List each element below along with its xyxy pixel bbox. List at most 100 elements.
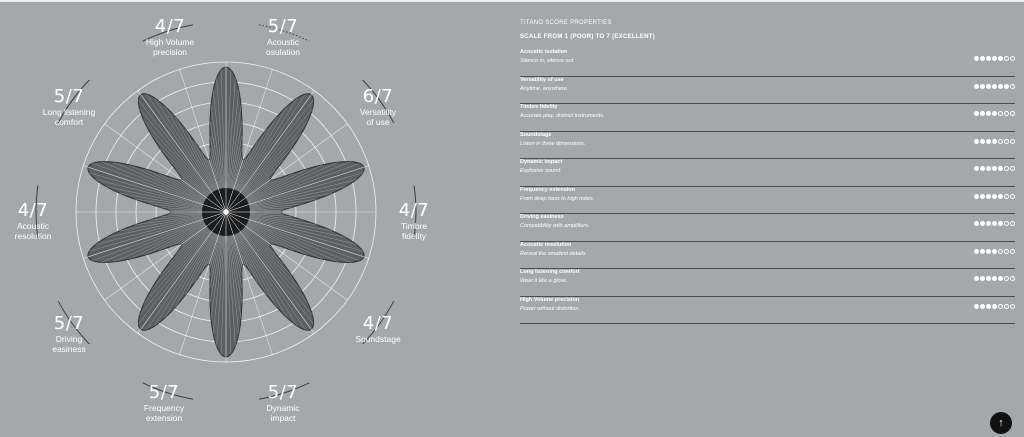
shape-hatch — [243, 147, 293, 196]
shape-hatch — [234, 234, 246, 267]
rating-dot-empty — [1004, 166, 1009, 171]
properties-list: Acoustic isolation Silence in, silence o… — [520, 49, 1015, 324]
shape-hatch — [148, 214, 203, 221]
shape-hatch — [148, 203, 203, 210]
shape-hatch — [236, 233, 267, 295]
property-title: Acoustic isolation — [520, 49, 568, 55]
shape-hatch — [101, 220, 204, 263]
shape-hatch — [243, 159, 284, 197]
center-spoke — [206, 197, 227, 213]
score-name: Acoustic resolution — [14, 220, 52, 241]
shape-hatch — [209, 136, 222, 189]
rating-dot-filled — [992, 193, 997, 199]
rating-dot-empty — [1010, 56, 1015, 61]
score-value: 4/7 — [17, 200, 49, 221]
outer-arc — [35, 185, 39, 239]
property-title: High Volume precision — [520, 296, 580, 303]
rating-dot-filled — [974, 248, 979, 254]
center-spoke — [225, 189, 234, 213]
rating-dot-filled — [998, 221, 1003, 226]
rating-dot-filled — [974, 111, 979, 116]
rating-dot-empty — [1010, 221, 1015, 226]
score-name: Versatility of use — [359, 106, 397, 127]
score-name: Acoustic osulation — [265, 36, 301, 57]
shape-hatch — [244, 176, 272, 198]
center-spoke — [225, 211, 241, 232]
rating-dot-filled — [986, 276, 991, 281]
rating-dot-empty — [1010, 248, 1015, 254]
property-description: Reveal the smallest details. — [520, 250, 587, 257]
shape-hatch — [158, 223, 206, 251]
outer-arc — [258, 382, 310, 400]
shape-hatch — [168, 209, 203, 212]
shape-hatch — [226, 69, 232, 189]
shape-hatch — [239, 231, 306, 331]
scroll-to-top-button[interactable]: ↑ — [990, 412, 1012, 434]
center-spoke — [218, 189, 227, 213]
property-description: Accurate play, distinct instruments. — [520, 113, 605, 119]
shape-hatch — [246, 224, 282, 247]
shape-hatch — [154, 232, 214, 327]
shape-hatch — [237, 116, 277, 191]
radar-spoke — [83, 165, 227, 213]
properties-scale: SCALE FROM 1 (POOR) TO 7 (EXCELLENT) — [520, 34, 656, 40]
rating-dot-filled — [974, 83, 979, 89]
property-description: Anytime, anywhere. — [520, 85, 569, 92]
property-title: Acoustic resolution — [520, 241, 572, 248]
rating-dot-filled — [992, 221, 997, 226]
shape-hatch — [209, 235, 223, 303]
rating-dot-empty — [998, 138, 1003, 144]
shape-hatch — [178, 225, 207, 245]
property-row: Driving easiness Compatibility with ampl… — [520, 214, 1015, 242]
label-high-volume-precision: 4/7 High Volume precision — [115, 17, 225, 57]
shape-hatch — [129, 164, 205, 202]
shape-hatch — [95, 217, 203, 245]
shape-hatch — [164, 232, 215, 319]
shape-hatch — [178, 179, 207, 199]
shape-hatch — [206, 234, 218, 267]
shape-hatch — [150, 134, 210, 195]
shape-hatch — [168, 227, 209, 265]
shape-hatch — [139, 230, 211, 316]
shape-hatch — [249, 215, 333, 231]
shape-hatch — [114, 161, 205, 203]
shape-hatch — [209, 121, 223, 189]
rating-dot-filled — [1004, 83, 1009, 89]
rating-dot-filled — [986, 193, 991, 199]
shape-hatch — [158, 173, 206, 201]
shape-hatch — [164, 105, 215, 192]
property-description: Power without distortion. — [520, 305, 580, 312]
rating-dots — [974, 56, 1015, 61]
rating-dot-filled — [986, 111, 991, 116]
rating-dot-filled — [980, 56, 985, 61]
property-row: Versatility of use Anytime, anywhere. — [520, 77, 1015, 104]
rating-dot-filled — [974, 193, 979, 199]
shape-hatch — [134, 198, 203, 209]
shape-hatch — [248, 220, 351, 263]
shape-hatch — [249, 172, 363, 206]
radar-spoke — [137, 211, 227, 334]
shape-hatch — [247, 221, 338, 263]
shape-hatch — [230, 136, 243, 189]
outer-arc — [142, 382, 194, 400]
score-value: 4/7 — [398, 200, 430, 221]
shape-hatch — [244, 169, 277, 197]
rating-dot-empty — [1004, 248, 1009, 254]
property-title: Driving easiness — [520, 214, 564, 220]
shape-hatch — [170, 177, 206, 200]
shape-hatch — [231, 148, 243, 189]
radar-spoke — [104, 211, 227, 301]
shape-hatch — [243, 227, 284, 265]
score-value: 5/7 — [267, 382, 299, 403]
shape-hatch — [180, 176, 208, 198]
shape-hatch — [170, 224, 206, 247]
shape-hatch — [247, 222, 323, 260]
center-spoke — [211, 211, 227, 232]
shape-hatch — [212, 235, 224, 334]
shape-hatch — [143, 229, 211, 304]
label-versatility: 6/7 Versatility of use — [323, 87, 433, 127]
rating-dot-empty — [1010, 83, 1015, 89]
shape-hatch — [229, 235, 243, 303]
shape-hatch — [194, 233, 217, 283]
shape-hatch — [134, 215, 203, 226]
